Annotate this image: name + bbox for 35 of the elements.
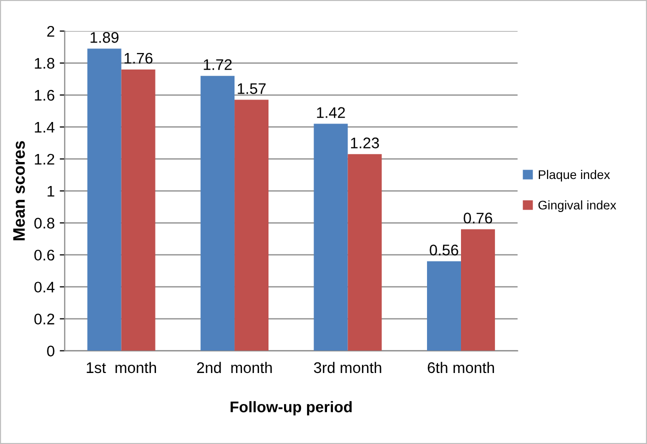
y-tick-label: 0 <box>47 346 54 356</box>
x-tick-label: 2nd month <box>197 362 272 374</box>
data-label: 1.42 <box>317 107 345 118</box>
y-tick-label: 1.2 <box>34 154 54 164</box>
y-tick-label: 1.4 <box>34 122 55 133</box>
x-axis-title: Follow-up period <box>230 401 352 416</box>
y-tick-label: 0.4 <box>34 282 55 293</box>
y-tick-label: 1.6 <box>34 90 54 101</box>
bar <box>427 261 461 351</box>
x-tick-label: 1st month <box>86 362 156 374</box>
data-label: 1.76 <box>124 52 152 64</box>
y-axis-title: Mean scores <box>13 141 25 240</box>
bar <box>348 154 382 351</box>
bar <box>314 124 348 351</box>
data-label: 1.23 <box>351 138 379 148</box>
y-tick-label: 0.8 <box>34 218 54 229</box>
y-tick-label: 0.2 <box>34 314 54 324</box>
data-label: 0.56 <box>430 244 458 256</box>
y-tick-label: 2 <box>47 26 54 37</box>
bar <box>87 48 122 351</box>
bar <box>200 76 235 351</box>
bar <box>121 69 156 351</box>
legend-label: Gingival index <box>538 200 616 212</box>
bar <box>460 229 495 351</box>
x-tick-label: 6th month <box>428 362 494 374</box>
data-label: 1.72 <box>204 59 232 70</box>
data-label: 1.89 <box>90 32 118 43</box>
bar <box>234 100 269 351</box>
data-label: 0.76 <box>464 212 492 224</box>
data-label: 1.57 <box>238 83 266 94</box>
legend-label: Plaque index <box>538 170 610 182</box>
y-tick-label: 1 <box>48 186 54 196</box>
y-tick-label: 1.8 <box>34 58 54 69</box>
x-tick-label: 3rd month <box>314 362 382 374</box>
y-tick-label: 0.6 <box>34 250 54 261</box>
